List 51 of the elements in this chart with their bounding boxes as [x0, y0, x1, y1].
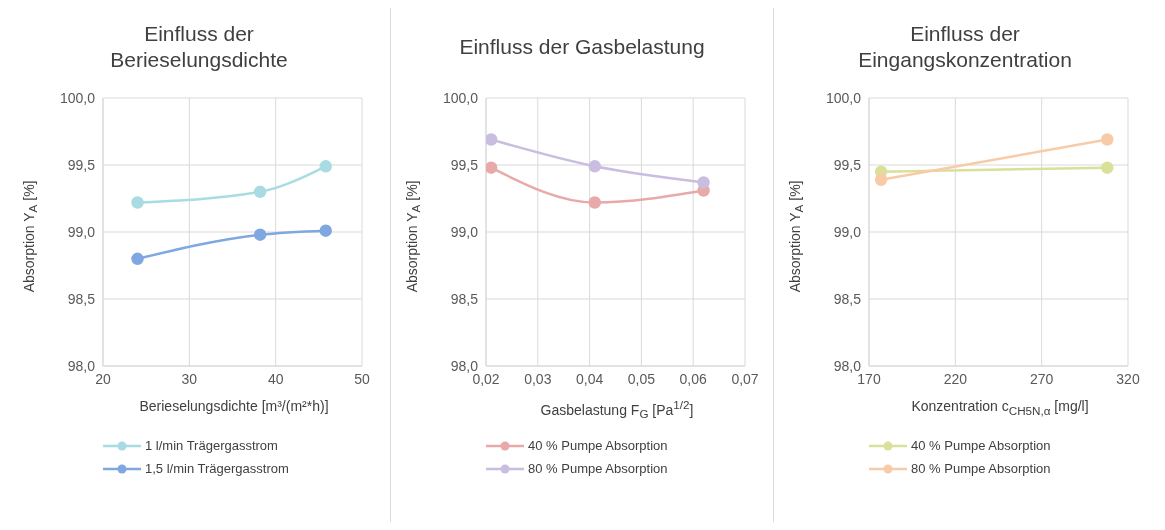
y-tick-label: 99,0: [67, 223, 96, 240]
chart-title: Einfluss der Eingangskonzentration: [857, 21, 1073, 73]
x-tick-label: 50: [354, 370, 370, 387]
point: [486, 133, 498, 146]
y-tick-label: 100,0: [442, 89, 479, 106]
chart-title: Einfluss der Gasbelastung: [458, 34, 706, 60]
legend-label: 80 % Pumpe Absorption: [911, 461, 1051, 476]
y-tick-label: 99,5: [67, 156, 96, 173]
x-tick-label: 270: [1029, 370, 1054, 387]
legend-label: 1 l/min Trägergasstrom: [145, 438, 278, 453]
point: [319, 224, 332, 237]
point: [1101, 161, 1114, 174]
legend-label: 80 % Pumpe Absorption: [528, 461, 668, 476]
y-tick-label: 99,0: [833, 223, 862, 240]
x-axis-title: Gasbelastung F$_{G}$ [Pa$^{1/2}$]: [539, 398, 695, 423]
point: [131, 196, 144, 209]
x-axis-title: Berieselungsdichte [m³/(m²*h)]: [138, 398, 330, 416]
point: [131, 252, 144, 266]
x-tick-label: 0,07: [731, 370, 759, 387]
y-tick-label: 98,5: [67, 290, 96, 307]
point: [253, 228, 267, 241]
x-tick-label: 0,05: [627, 370, 656, 387]
point: [588, 196, 602, 209]
y-tick-label: 99,5: [833, 156, 862, 173]
x-tick-label: 220: [943, 370, 968, 387]
y-tick-label: 98,5: [450, 290, 479, 307]
y-tick-label: 99,5: [450, 156, 479, 173]
point: [697, 176, 710, 189]
legend-label: 40 % Pumpe Absorption: [528, 438, 668, 453]
x-tick-label: 320: [1116, 370, 1140, 387]
x-tick-label: 30: [181, 370, 198, 387]
y-tick-label: 98,0: [67, 357, 96, 374]
point: [319, 160, 332, 173]
point: [1101, 133, 1114, 146]
point: [874, 173, 888, 186]
point: [253, 185, 267, 199]
x-tick-label: 40: [267, 370, 284, 387]
y-tick-label: 100,0: [59, 89, 96, 106]
legend-label: 1,5 l/min Trägergasstrom: [145, 461, 289, 476]
x-tick-label: 20: [95, 370, 111, 387]
legend-label: 40 % Pumpe Absorption: [911, 438, 1051, 453]
y-tick-label: 98,5: [833, 290, 862, 307]
chart-title: Einfluss der Berieselungsdichte: [109, 21, 289, 73]
x-tick-label: 0,04: [575, 370, 604, 387]
x-axis-title: Konzentration c$_{CH5N,α}$ [mg/l]: [910, 398, 1090, 419]
point: [486, 161, 498, 174]
x-tick-label: 0,06: [679, 370, 708, 387]
point: [588, 160, 602, 173]
x-tick-label: 0,03: [524, 370, 552, 387]
y-tick-label: 99,0: [450, 223, 479, 240]
y-tick-label: 100,0: [825, 89, 862, 106]
